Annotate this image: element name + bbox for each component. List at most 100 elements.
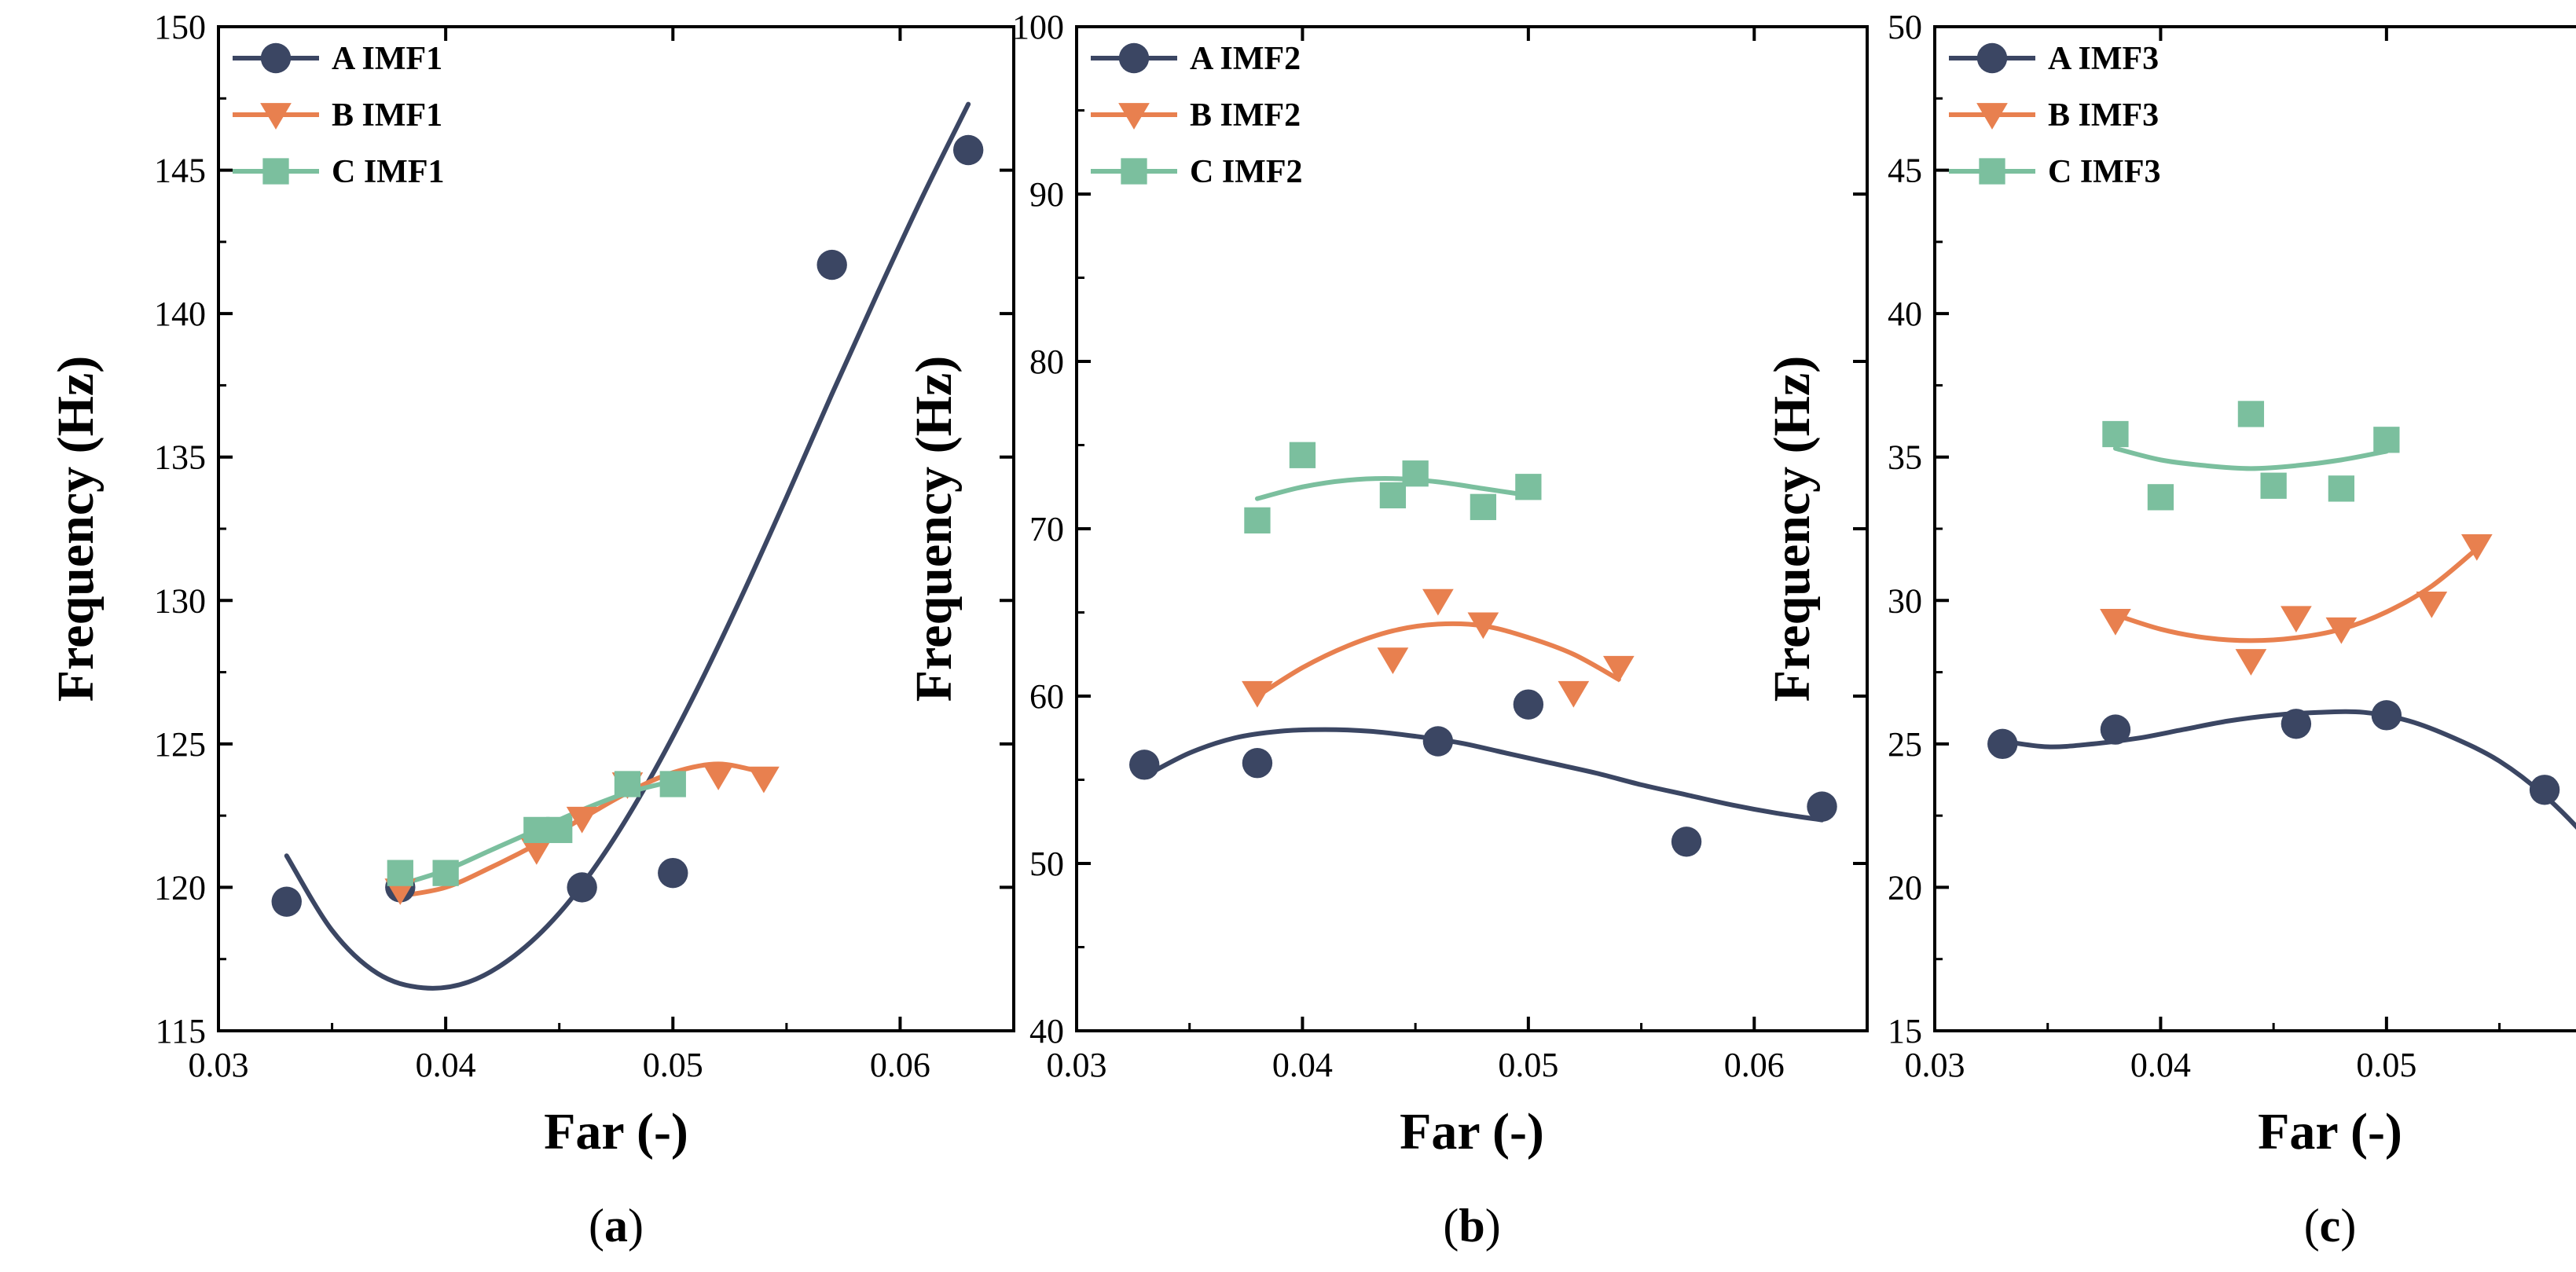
caption-open: ( — [1443, 1200, 1459, 1252]
y-tick-label: 80 — [1029, 343, 1064, 381]
panel-c: 0.030.040.050.061520253035404550Far (-)F… — [1763, 8, 2576, 1252]
y-tick-label: 15 — [1888, 1012, 1922, 1050]
data-point-b-imf1 — [703, 764, 734, 790]
x-tick-label: 0.03 — [189, 1046, 249, 1084]
x-tick-label: 0.03 — [1047, 1046, 1107, 1084]
x-axis-title: Far (-) — [544, 1103, 688, 1160]
caption-letter: a — [604, 1200, 628, 1252]
data-point-b-imf3 — [2460, 534, 2493, 561]
x-tick-label: 0.05 — [1498, 1046, 1558, 1084]
data-point-b-imf1 — [748, 766, 780, 794]
data-point-c-imf2 — [1515, 474, 1542, 500]
y-axis-title: Frequency (Hz) — [47, 356, 105, 702]
data-point-c-imf3 — [2373, 427, 2400, 453]
legend-marker — [1976, 103, 2008, 130]
data-point-b-imf2 — [1377, 647, 1409, 674]
data-point-c-imf3 — [2147, 484, 2174, 511]
data-point-c-imf1 — [432, 860, 459, 886]
legend-marker — [1118, 42, 1150, 74]
y-tick-label: 70 — [1029, 510, 1064, 548]
y-tick-label: 90 — [1029, 175, 1064, 214]
y-tick-label: 50 — [1029, 845, 1064, 883]
fit-curve-c-imf2 — [1254, 476, 1531, 501]
data-point-b-imf2 — [1242, 680, 1273, 708]
data-point-b-imf2 — [1467, 612, 1499, 640]
panel-b: 0.03 0.04 0.05 0.06 40 50 60 70 80 90 100 Far (-) Fr… — [905, 8, 1869, 1252]
y-tick-label: 30 — [1888, 581, 1922, 620]
data-point-c-imf3 — [2260, 472, 2287, 499]
legend-label: A IMF1 — [332, 41, 442, 77]
data-point-b-imf2 — [1558, 680, 1590, 708]
y-tick-label: 120 — [154, 868, 206, 907]
legend-label: C IMF3 — [2048, 154, 2160, 190]
panel-caption: (b) — [1443, 1200, 1500, 1252]
data-point-b-imf3 — [2235, 649, 2267, 676]
data-point-a-imf1 — [271, 886, 302, 917]
caption-letter: c — [2320, 1200, 2341, 1252]
y-tick-label: 60 — [1029, 677, 1064, 716]
legend-label: C IMF2 — [1190, 154, 1302, 190]
data-point-a-imf2 — [1671, 827, 1702, 857]
data-point-a-imf2 — [1513, 689, 1544, 720]
data-point-b-imf1 — [566, 806, 598, 834]
data-point-c-imf1 — [659, 771, 686, 797]
data-point-a-imf2 — [1242, 748, 1273, 779]
legend-label: B IMF2 — [1190, 97, 1301, 134]
y-tick-label: 130 — [154, 581, 206, 620]
data-point-c-imf1 — [387, 860, 413, 886]
data-point-c-imf2 — [1402, 460, 1429, 487]
data-point-a-imf2 — [1807, 791, 1837, 822]
y-tick-label: 40 — [1888, 295, 1922, 333]
legend-label: A IMF2 — [1190, 41, 1301, 77]
fit-curve-c-imf3 — [2112, 445, 2389, 471]
caption-letter: b — [1459, 1200, 1484, 1252]
caption-open: ( — [589, 1200, 604, 1252]
y-tick-label: 125 — [154, 725, 206, 764]
data-point-c-imf1 — [614, 771, 641, 797]
data-point-b-imf2 — [1602, 655, 1635, 683]
legend-marker — [1118, 103, 1150, 130]
data-point-b-imf3 — [2325, 617, 2358, 644]
fit-curve-a-imf1 — [284, 101, 971, 991]
x-tick-label: 0.04 — [2130, 1046, 2191, 1084]
x-tick-label: 0.04 — [1272, 1046, 1333, 1084]
panel-caption: (a) — [589, 1200, 644, 1252]
x-tick-label: 0.05 — [643, 1046, 703, 1084]
panel-a: 0.03 0.04 0.05 0.06 115 120 125 130 135 140 145 150… — [47, 8, 1015, 1252]
y-tick-label: 150 — [154, 8, 206, 46]
data-point-a-imf1 — [567, 872, 597, 903]
data-point-b-imf3 — [2416, 592, 2448, 618]
y-axis-title: Frequency (Hz) — [905, 356, 963, 702]
data-point-a-imf2 — [1129, 750, 1160, 780]
data-point-a-imf1 — [658, 857, 688, 889]
y-tick-label: 45 — [1888, 152, 1922, 190]
y-tick-label: 35 — [1888, 438, 1922, 477]
panel-caption: (c) — [2304, 1200, 2357, 1252]
legend-marker — [1121, 158, 1147, 185]
x-tick-label: 0.05 — [2356, 1046, 2416, 1084]
data-point-a-imf3 — [2371, 700, 2402, 731]
y-tick-label: 20 — [1888, 868, 1922, 907]
legend-marker — [1976, 42, 2008, 74]
legend-marker — [1979, 158, 2005, 185]
data-point-a-imf1 — [952, 134, 984, 166]
caption-close: ) — [2340, 1200, 2356, 1252]
data-point-c-imf3 — [2237, 401, 2265, 427]
data-point-c-imf1 — [546, 816, 573, 844]
y-tick-label: 25 — [1888, 725, 1922, 764]
y-tick-label: 145 — [154, 152, 206, 190]
data-point-a-imf3 — [2100, 714, 2131, 745]
data-point-b-imf3 — [2100, 608, 2131, 636]
data-point-c-imf3 — [2328, 475, 2355, 502]
y-tick-label: 100 — [1012, 8, 1064, 46]
x-tick-label: 0.06 — [870, 1046, 930, 1084]
data-point-b-imf2 — [1422, 588, 1454, 616]
data-point-c-imf3 — [2102, 420, 2129, 448]
y-tick-label: 135 — [154, 438, 206, 477]
x-tick-label: 0.04 — [416, 1046, 476, 1084]
y-tick-label: 40 — [1029, 1012, 1064, 1050]
data-point-c-imf2 — [1289, 442, 1316, 468]
data-point-a-imf3 — [1987, 728, 2018, 760]
